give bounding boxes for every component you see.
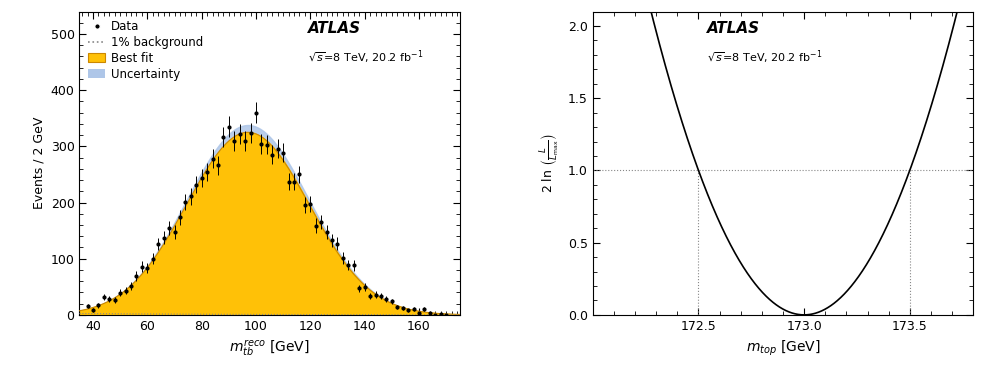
Text: ATLAS: ATLAS — [308, 21, 360, 36]
Y-axis label: Events / 2 GeV: Events / 2 GeV — [32, 117, 45, 209]
Text: ATLAS: ATLAS — [707, 21, 760, 36]
Legend: Data, 1% background, Best fit, Uncertainty: Data, 1% background, Best fit, Uncertain… — [85, 17, 206, 83]
X-axis label: $m_{tb}^{reco}$ [GeV]: $m_{tb}^{reco}$ [GeV] — [229, 338, 310, 358]
Text: $\sqrt{s}$=8 TeV, 20.2 fb$^{-1}$: $\sqrt{s}$=8 TeV, 20.2 fb$^{-1}$ — [308, 48, 423, 66]
Y-axis label: 2 ln $\left(\frac{L}{L_{\mathrm{max}}}\right)$: 2 ln $\left(\frac{L}{L_{\mathrm{max}}}\r… — [539, 133, 562, 193]
X-axis label: $m_{top}$ [GeV]: $m_{top}$ [GeV] — [746, 338, 820, 358]
Text: $\sqrt{s}$=8 TeV, 20.2 fb$^{-1}$: $\sqrt{s}$=8 TeV, 20.2 fb$^{-1}$ — [707, 48, 822, 66]
